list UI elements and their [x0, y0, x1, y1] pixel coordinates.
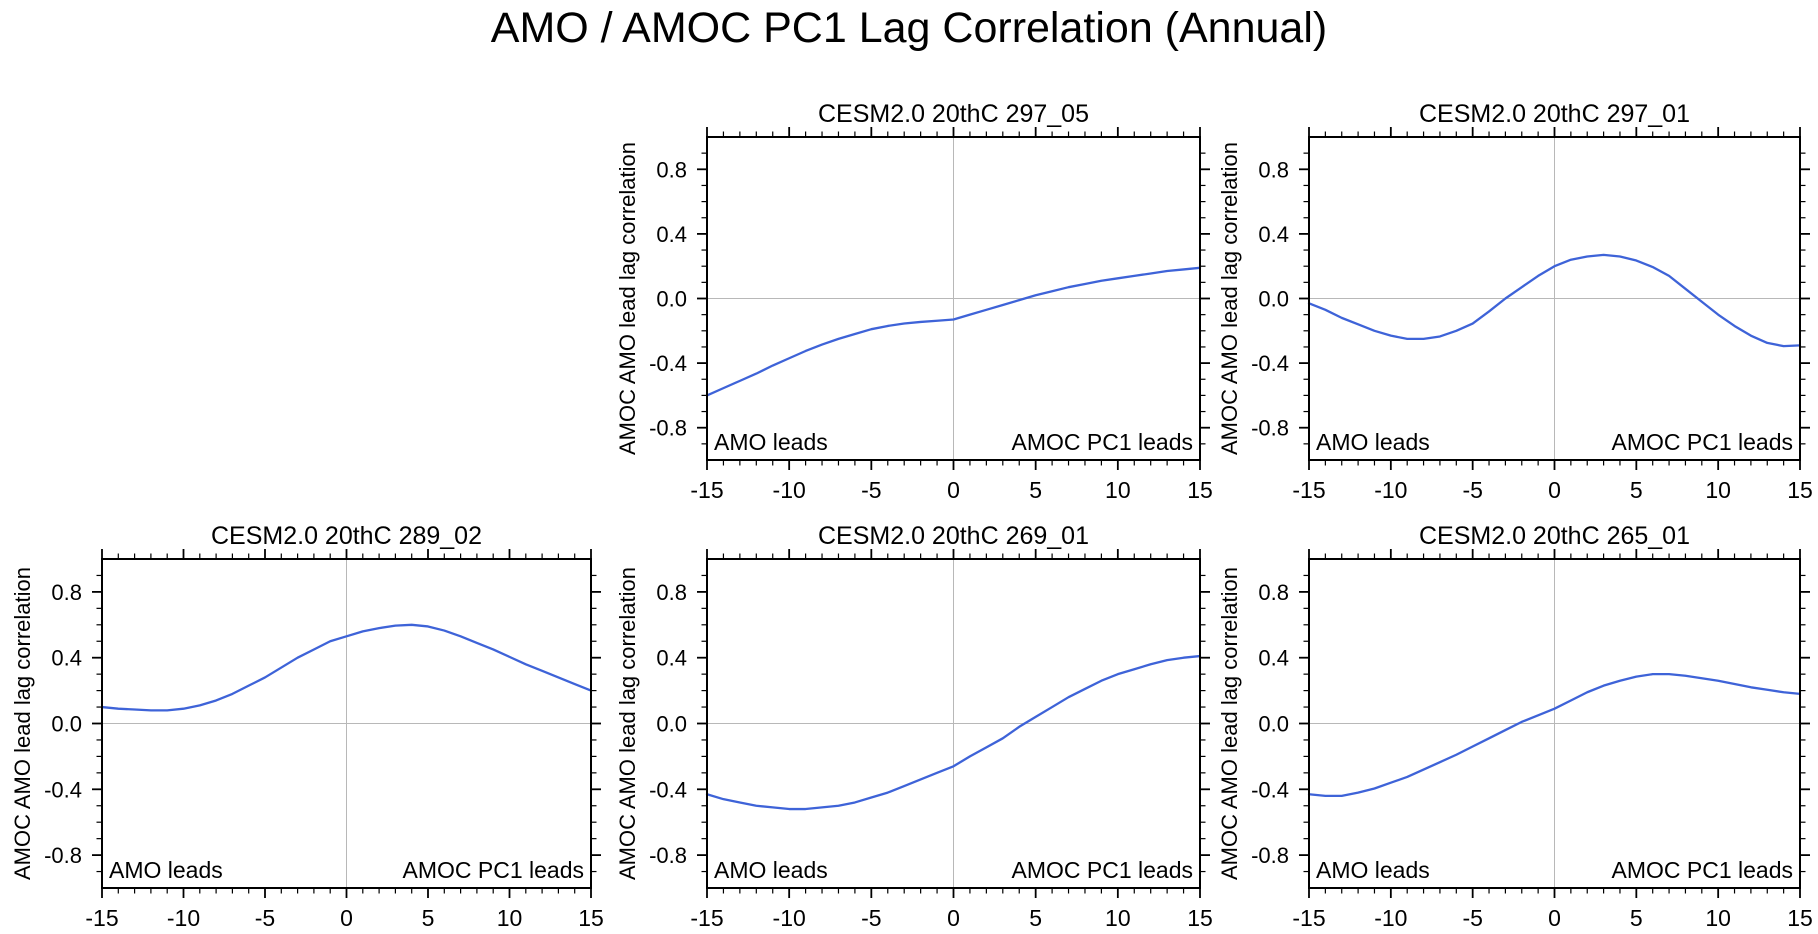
y-tick-label: -0.4 [649, 777, 687, 802]
amoc-pc1-leads-annotation: AMOC PC1 leads [402, 857, 584, 883]
x-tick-label: 5 [422, 905, 435, 931]
x-tick-label: -5 [1462, 905, 1482, 931]
x-tick-label: 5 [1029, 477, 1042, 503]
amo-leads-annotation: AMO leads [1316, 429, 1430, 455]
x-tick-label: 15 [1187, 905, 1213, 931]
x-tick-label: 0 [1548, 477, 1561, 503]
subplot-cesm2-0-20thc-289-02: CESM2.0 20thC 289_02 -15 -10 -5 0 5 10 15 0.8 0.4… [10, 522, 604, 931]
page-title: AMO / AMOC PC1 Lag Correlation (Annual) [490, 4, 1328, 52]
amo-leads-annotation: AMO leads [714, 429, 828, 455]
y-tick-label: 0.8 [1258, 157, 1289, 182]
y-tick-label: 0.4 [656, 222, 687, 247]
y-tick-label: -0.8 [44, 843, 82, 868]
x-tick-label: -10 [1374, 905, 1407, 931]
subplot-cesm2-0-20thc-297-01: CESM2.0 20thC 297_01 -15 -10 -5 0 5 10 15 0.8 0.4… [1217, 100, 1813, 503]
y-tick-label: 0.0 [1258, 287, 1289, 312]
x-tick-label: 10 [1705, 477, 1731, 503]
amoc-pc1-leads-annotation: AMOC PC1 leads [1611, 429, 1793, 455]
y-tick-label: 0.0 [1258, 712, 1289, 737]
y-tick-label: 0.8 [656, 157, 687, 182]
x-tick-label: 10 [1105, 905, 1131, 931]
x-tick-label: 15 [578, 905, 604, 931]
amoc-pc1-leads-annotation: AMOC PC1 leads [1611, 857, 1793, 883]
y-tick-label: 0.4 [1258, 222, 1289, 247]
amo-leads-annotation: AMO leads [1316, 857, 1430, 883]
x-tick-label: 10 [1105, 477, 1131, 503]
x-tick-label: -10 [167, 905, 200, 931]
y-tick-label: 0.0 [51, 712, 82, 737]
x-tick-label: 5 [1630, 477, 1643, 503]
correlation-curve [100, 623, 593, 712]
x-tick-label: -15 [1292, 477, 1325, 503]
amoc-pc1-leads-annotation: AMOC PC1 leads [1011, 429, 1193, 455]
x-tick-label: 5 [1029, 905, 1042, 931]
x-tick-label: 15 [1787, 905, 1813, 931]
y-tick-label: -0.8 [1251, 843, 1289, 868]
x-tick-label: -10 [1374, 477, 1407, 503]
x-tick-label: -5 [861, 905, 881, 931]
y-tick-label: 0.4 [51, 646, 82, 671]
y-axis-label: AMOC AMO lead lag correlation [615, 142, 640, 455]
y-tick-label: -0.4 [1251, 351, 1289, 376]
x-tick-label: -5 [255, 905, 275, 931]
correlation-curve [1307, 673, 1802, 798]
x-tick-label: -15 [690, 905, 723, 931]
y-tick-label: -0.8 [649, 416, 687, 441]
x-tick-label: -15 [690, 477, 723, 503]
subplot-title: CESM2.0 20thC 297_05 [818, 100, 1089, 128]
y-tick-label: -0.4 [44, 777, 82, 802]
y-tick-label: 0.0 [656, 712, 687, 737]
x-tick-label: -10 [773, 905, 806, 931]
y-tick-label: -0.8 [649, 843, 687, 868]
subplot-cesm2-0-20thc-269-01: CESM2.0 20thC 269_01 -15 -10 -5 0 5 10 15 0.8 0.4… [615, 522, 1213, 931]
y-tick-label: 0.8 [656, 580, 687, 605]
x-tick-label: -15 [85, 905, 118, 931]
correlation-curve [705, 654, 1202, 811]
x-tick-label: -15 [1292, 905, 1325, 931]
y-axis-label: AMOC AMO lead lag correlation [10, 567, 35, 880]
y-axis-label: AMOC AMO lead lag correlation [1217, 567, 1242, 880]
x-tick-label: -10 [773, 477, 806, 503]
amo-leads-annotation: AMO leads [714, 857, 828, 883]
y-tick-label: -0.4 [1251, 777, 1289, 802]
x-tick-label: 0 [947, 477, 960, 503]
subplot-title: CESM2.0 20thC 269_01 [818, 522, 1089, 550]
amo-leads-annotation: AMO leads [109, 857, 223, 883]
y-tick-label: 0.4 [1258, 646, 1289, 671]
x-tick-label: 15 [1787, 477, 1813, 503]
x-tick-label: 10 [497, 905, 523, 931]
y-tick-label: -0.8 [1251, 416, 1289, 441]
subplot-cesm2-0-20thc-265-01: CESM2.0 20thC 265_01 -15 -10 -5 0 5 10 15 0.8 0.4… [1217, 522, 1813, 931]
amoc-pc1-leads-annotation: AMOC PC1 leads [1011, 857, 1193, 883]
x-tick-label: -5 [1462, 477, 1482, 503]
subplot-title: CESM2.0 20thC 265_01 [1419, 522, 1690, 550]
correlation-curve [1307, 253, 1802, 348]
x-tick-label: 10 [1705, 905, 1731, 931]
y-axis-label: AMOC AMO lead lag correlation [615, 567, 640, 880]
y-tick-label: 0.0 [656, 287, 687, 312]
x-tick-label: 5 [1630, 905, 1643, 931]
subplot-title: CESM2.0 20thC 289_02 [211, 522, 482, 550]
y-tick-label: 0.8 [51, 580, 82, 605]
subplot-title: CESM2.0 20thC 297_01 [1419, 100, 1690, 128]
x-tick-label: 15 [1187, 477, 1213, 503]
y-tick-label: -0.4 [649, 351, 687, 376]
x-tick-label: 0 [947, 905, 960, 931]
y-axis-label: AMOC AMO lead lag correlation [1217, 142, 1242, 455]
x-tick-label: 0 [1548, 905, 1561, 931]
correlation-curve [705, 266, 1202, 397]
x-tick-label: 0 [340, 905, 353, 931]
y-tick-label: 0.4 [656, 646, 687, 671]
y-tick-label: 0.8 [1258, 580, 1289, 605]
subplot-cesm2-0-20thc-297-05: CESM2.0 20thC 297_05 -15 -10 -5 0 5 10 15 0.8 0.4… [615, 100, 1213, 503]
x-tick-label: -5 [861, 477, 881, 503]
